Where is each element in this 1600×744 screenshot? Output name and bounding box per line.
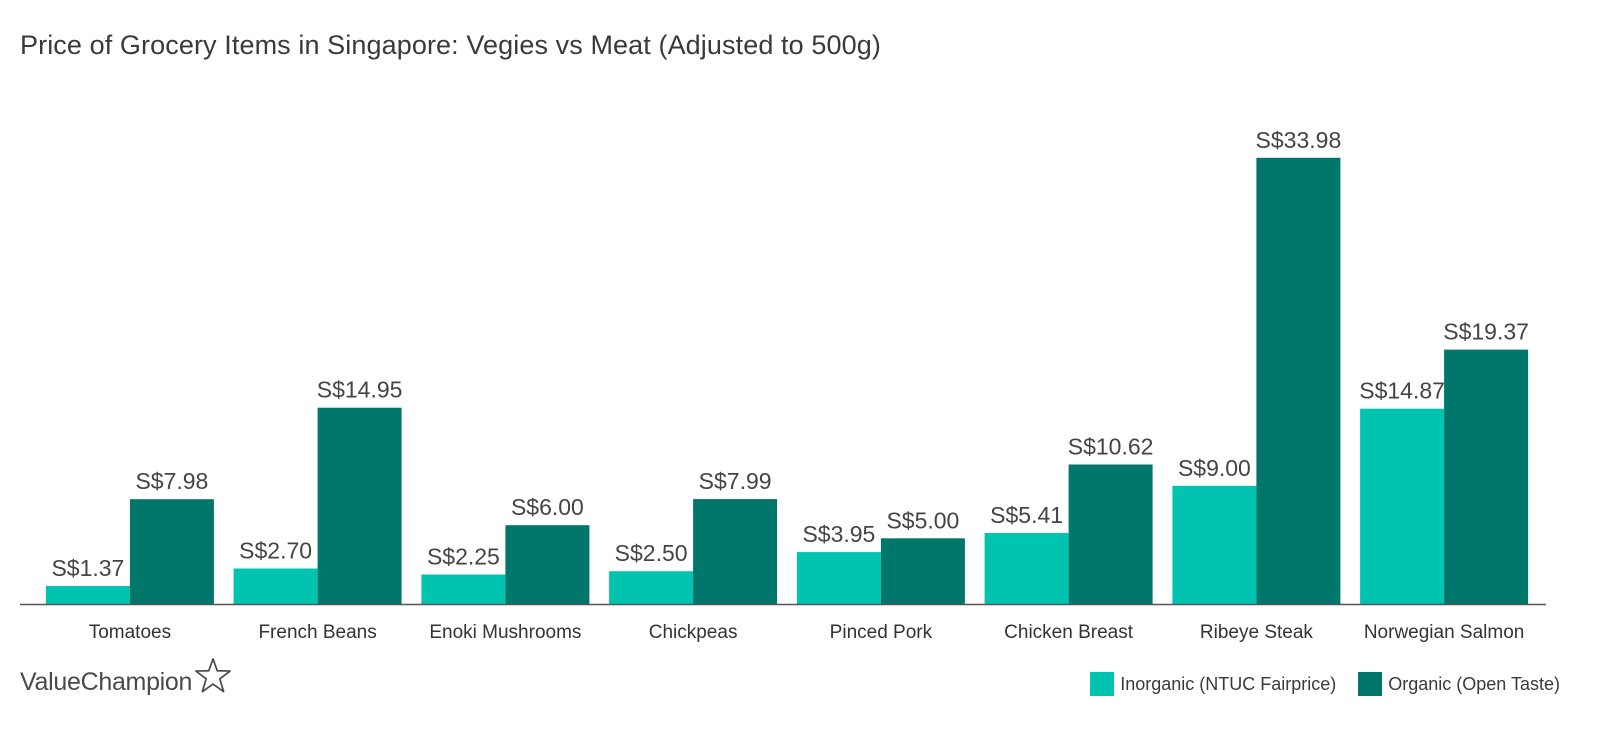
bar-ribeye-steak-inorganic [1172, 485, 1257, 604]
value-label-french-beans-organic: S$14.95 [317, 377, 403, 403]
value-label-chickpeas-organic: S$7.99 [699, 468, 772, 494]
value-label-chickpeas-inorganic: S$2.50 [615, 540, 688, 566]
bar-enoki-mushrooms-inorganic [421, 574, 506, 604]
brand-logo: ValueChampion [20, 657, 232, 702]
bar-norwegian-salmon-inorganic [1360, 408, 1445, 604]
value-label-norwegian-salmon-inorganic: S$14.87 [1359, 378, 1445, 404]
category-label-ribeye-steak: Ribeye Steak [1200, 622, 1314, 643]
category-label-norwegian-salmon: Norwegian Salmon [1364, 622, 1525, 643]
value-label-ribeye-steak-inorganic: S$9.00 [1178, 455, 1251, 481]
chart-title: Price of Grocery Items in Singapore: Veg… [20, 30, 881, 60]
category-labels-layer: Tomatoes French Beans Enoki Mushrooms Chick… [89, 622, 1525, 643]
bars-layer [45, 157, 1529, 605]
bar-tomatoes-inorganic [45, 586, 130, 604]
bar-french-beans-organic [317, 407, 402, 604]
bar-ribeye-steak-organic [1256, 157, 1341, 605]
bar-chickpeas-organic [693, 499, 778, 604]
category-label-pinced-pork: Pinced Pork [830, 622, 933, 643]
category-label-tomatoes: Tomatoes [89, 622, 171, 643]
category-label-enoki-mushrooms: Enoki Mushrooms [429, 622, 581, 643]
value-label-french-beans-inorganic: S$2.70 [239, 538, 312, 564]
legend-label-inorganic: Inorganic (NTUC Fairprice) [1120, 673, 1337, 694]
value-label-tomatoes-inorganic: S$1.37 [51, 555, 124, 581]
category-label-french-beans: French Beans [258, 622, 376, 643]
bar-norwegian-salmon-organic [1444, 349, 1529, 604]
bar-enoki-mushrooms-organic [505, 525, 590, 604]
value-label-chicken-breast-inorganic: S$5.41 [990, 502, 1063, 528]
category-label-chickpeas: Chickpeas [649, 622, 738, 643]
bar-french-beans-inorganic [233, 568, 318, 604]
legend-swatch-organic [1358, 672, 1383, 696]
bar-pinced-pork-inorganic [796, 552, 881, 604]
legend-swatch-inorganic [1090, 672, 1115, 696]
value-label-pinced-pork-inorganic: S$3.95 [802, 521, 875, 547]
value-label-pinced-pork-organic: S$5.00 [886, 507, 959, 533]
value-label-norwegian-salmon-organic: S$19.37 [1443, 319, 1529, 345]
legend-label-organic: Organic (Open Taste) [1388, 673, 1560, 694]
bar-chickpeas-inorganic [609, 571, 694, 604]
value-label-enoki-mushrooms-organic: S$6.00 [511, 494, 584, 520]
legend-item-inorganic: Inorganic (NTUC Fairprice) [1090, 672, 1336, 696]
legend-item-organic: Organic (Open Taste) [1358, 672, 1560, 696]
legend: Inorganic (NTUC Fairprice) Organic (Open… [1090, 672, 1560, 696]
bar-chicken-breast-inorganic [984, 533, 1069, 604]
bar-pinced-pork-organic [880, 538, 965, 604]
category-label-chicken-breast: Chicken Breast [1004, 622, 1134, 643]
star-outline-icon [194, 657, 232, 700]
value-label-enoki-mushrooms-inorganic: S$2.25 [427, 544, 500, 570]
value-label-chicken-breast-organic: S$10.62 [1068, 434, 1154, 460]
value-label-ribeye-steak-organic: S$33.98 [1256, 127, 1342, 153]
brand-name: ValueChampion [20, 667, 193, 696]
bar-tomatoes-organic [129, 499, 214, 604]
bar-chicken-breast-organic [1068, 464, 1153, 604]
value-label-tomatoes-organic: S$7.98 [135, 468, 208, 494]
value-labels-layer: S$1.37 S$7.98 S$2.70 S$14.95 S$2.25 S$6.00 S$2… [51, 127, 1529, 581]
